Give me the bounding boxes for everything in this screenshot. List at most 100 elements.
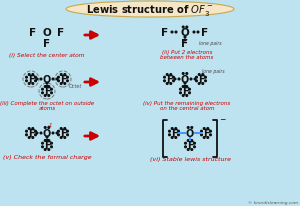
Circle shape xyxy=(48,86,50,88)
Circle shape xyxy=(35,131,36,132)
Text: (i) Select the center atom: (i) Select the center atom xyxy=(9,53,85,58)
Circle shape xyxy=(171,32,173,34)
Circle shape xyxy=(187,149,189,151)
Circle shape xyxy=(201,131,203,132)
Circle shape xyxy=(164,81,165,82)
Circle shape xyxy=(186,73,188,75)
Text: F: F xyxy=(28,75,34,85)
Circle shape xyxy=(198,83,200,85)
Circle shape xyxy=(191,127,193,129)
Circle shape xyxy=(67,131,68,132)
Circle shape xyxy=(32,83,34,85)
Circle shape xyxy=(178,131,179,132)
Circle shape xyxy=(184,40,186,42)
Circle shape xyxy=(32,74,34,76)
Circle shape xyxy=(58,81,59,82)
Text: (vi) Stable lewis structure: (vi) Stable lewis structure xyxy=(149,157,230,162)
Circle shape xyxy=(182,73,184,75)
Circle shape xyxy=(189,89,190,91)
Text: -1: -1 xyxy=(47,123,53,128)
Text: O: O xyxy=(43,75,51,85)
Text: Octet: Octet xyxy=(69,84,82,89)
Text: F: F xyxy=(57,28,64,38)
Text: O: O xyxy=(186,128,194,138)
Circle shape xyxy=(26,77,27,79)
Circle shape xyxy=(46,86,48,87)
Text: F: F xyxy=(166,75,172,85)
Circle shape xyxy=(171,137,173,139)
Text: F: F xyxy=(201,28,208,38)
Text: F: F xyxy=(203,128,209,138)
Circle shape xyxy=(191,140,193,142)
Circle shape xyxy=(60,83,62,85)
Circle shape xyxy=(182,27,184,29)
Circle shape xyxy=(51,146,52,148)
Circle shape xyxy=(28,83,30,85)
Circle shape xyxy=(42,89,43,91)
Circle shape xyxy=(35,77,36,79)
Circle shape xyxy=(48,95,50,97)
Text: O: O xyxy=(181,28,189,38)
Circle shape xyxy=(166,83,168,85)
Circle shape xyxy=(28,128,30,130)
Text: F: F xyxy=(182,39,189,49)
Circle shape xyxy=(32,128,34,130)
Circle shape xyxy=(26,81,27,82)
Circle shape xyxy=(198,74,200,76)
Circle shape xyxy=(203,128,205,130)
Circle shape xyxy=(51,89,52,91)
Circle shape xyxy=(186,95,188,97)
Circle shape xyxy=(173,81,174,82)
Circle shape xyxy=(46,137,48,138)
Circle shape xyxy=(170,83,172,85)
Circle shape xyxy=(44,127,46,129)
Circle shape xyxy=(44,95,46,97)
Circle shape xyxy=(52,79,54,81)
Circle shape xyxy=(197,32,199,34)
Circle shape xyxy=(186,86,188,88)
Circle shape xyxy=(171,128,173,130)
Ellipse shape xyxy=(66,2,234,18)
Text: F: F xyxy=(44,87,50,97)
Circle shape xyxy=(180,89,181,91)
Circle shape xyxy=(210,131,212,132)
Text: © knordislearning.com: © knordislearning.com xyxy=(248,200,298,204)
Text: F: F xyxy=(161,28,169,38)
Circle shape xyxy=(35,81,36,82)
Text: O: O xyxy=(43,28,51,38)
Circle shape xyxy=(190,79,192,81)
Text: lone pairs: lone pairs xyxy=(199,40,221,45)
Circle shape xyxy=(182,95,184,97)
Text: F: F xyxy=(60,75,66,85)
Circle shape xyxy=(67,134,68,136)
Circle shape xyxy=(175,128,177,130)
Text: F: F xyxy=(182,87,188,97)
Circle shape xyxy=(169,134,170,136)
Circle shape xyxy=(187,140,189,142)
Text: F: F xyxy=(29,28,37,38)
Text: F: F xyxy=(44,39,51,49)
Circle shape xyxy=(178,134,179,136)
Circle shape xyxy=(207,137,209,139)
Circle shape xyxy=(202,74,204,76)
Circle shape xyxy=(180,92,181,94)
Text: F: F xyxy=(187,140,193,150)
Circle shape xyxy=(58,131,59,132)
Circle shape xyxy=(42,92,43,94)
Circle shape xyxy=(170,74,172,76)
Circle shape xyxy=(173,77,174,79)
Circle shape xyxy=(175,32,177,34)
Circle shape xyxy=(42,143,43,144)
Text: F: F xyxy=(28,128,34,138)
Circle shape xyxy=(185,146,186,148)
Text: (ii) Put 2 electrons
between the atoms: (ii) Put 2 electrons between the atoms xyxy=(160,49,214,60)
Circle shape xyxy=(191,149,193,151)
Circle shape xyxy=(182,86,184,88)
Circle shape xyxy=(194,143,195,144)
Circle shape xyxy=(56,79,58,81)
Text: O: O xyxy=(181,75,189,85)
Text: O: O xyxy=(43,128,51,138)
Circle shape xyxy=(178,79,180,81)
Circle shape xyxy=(52,132,54,134)
Circle shape xyxy=(202,83,204,85)
